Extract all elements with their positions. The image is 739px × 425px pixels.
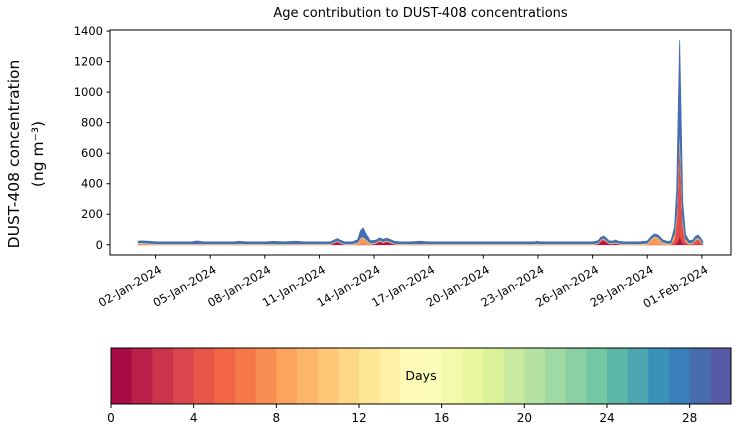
- colorbar-segment: [152, 348, 174, 404]
- age-series-area-14-18-days: [137, 129, 704, 245]
- colorbar-segment: [421, 348, 443, 404]
- colorbar-frame: [110, 347, 732, 405]
- colorbar-segment: [710, 348, 732, 404]
- colorbar-segment: [669, 348, 691, 404]
- colorbar-segment: [483, 348, 505, 404]
- age-series-area-22-26-days: [137, 123, 704, 245]
- colorbar-tick-label: 20: [517, 411, 532, 425]
- age-series-area-26-30-days: [137, 40, 704, 245]
- colorbar-segment: [235, 348, 257, 404]
- colorbar-segment: [317, 348, 339, 404]
- colorbar-segment: [545, 348, 567, 404]
- chart-title: Age contribution to DUST-408 concentrati…: [273, 6, 568, 21]
- colorbar-tick-label: 8: [273, 411, 281, 425]
- colorbar-segment: [255, 348, 277, 404]
- y-axis: 0 200 400 600 800 1000 1200 1400: [74, 24, 110, 252]
- colorbar-label: Days: [405, 368, 437, 383]
- colorbar-segment: [297, 348, 319, 404]
- colorbar-segment: [503, 348, 525, 404]
- colorbar-segment: [689, 348, 711, 404]
- colorbar-tick-label: 12: [351, 411, 366, 425]
- colorbar-segment: [400, 348, 422, 404]
- colorbar-tick-label: 16: [434, 411, 449, 425]
- colorbar-segment: [379, 348, 401, 404]
- colorbar-segment: [214, 348, 236, 404]
- age-series-area-10-14-days: [137, 130, 704, 246]
- colorbar-tick-label: 24: [599, 411, 614, 425]
- y-tick-label: 600: [81, 146, 103, 160]
- colorbar-segment: [338, 348, 360, 404]
- colorbar-segment: [131, 348, 153, 404]
- x-axis: 02-Jan-202405-Jan-202408-Jan-202411-Jan-…: [96, 255, 710, 311]
- colorbar-tick-label: 28: [682, 411, 697, 425]
- colorbar: 0 4 8 12 16 20 24 28: [107, 347, 732, 425]
- colorbar-segment: [111, 348, 133, 404]
- y-tick-label: 0: [96, 238, 103, 252]
- y-tick-label: 200: [81, 207, 103, 221]
- colorbar-segment: [627, 348, 649, 404]
- colorbar-segment: [276, 348, 298, 404]
- colorbar-segment: [359, 348, 381, 404]
- colorbar-segment: [441, 348, 463, 404]
- colorbar-segment: [648, 348, 670, 404]
- colorbar-segment: [524, 348, 546, 404]
- colorbar-segment: [565, 348, 587, 404]
- colorbar-tick-label: 0: [107, 411, 115, 425]
- colorbar-segment: [462, 348, 484, 404]
- y-tick-label: 1400: [74, 24, 103, 38]
- y-tick-label: 1200: [74, 55, 103, 69]
- colorbar-segment: [607, 348, 629, 404]
- plot-frame: [109, 29, 732, 256]
- age-series-area-6-10-days: [137, 131, 704, 246]
- colorbar-tick-label: 4: [190, 411, 198, 425]
- colorbar-segment: [586, 348, 608, 404]
- y-tick-label: 800: [81, 116, 103, 130]
- colorbar-segment: [193, 348, 215, 404]
- y-tick-label: 400: [81, 177, 103, 191]
- stacked-area: [137, 40, 704, 246]
- colorbar-segment: [173, 348, 195, 404]
- y-tick-label: 1000: [74, 85, 103, 99]
- age-series-area-2-6-days: [137, 134, 704, 246]
- age-series-area-18-22-days: [137, 125, 704, 245]
